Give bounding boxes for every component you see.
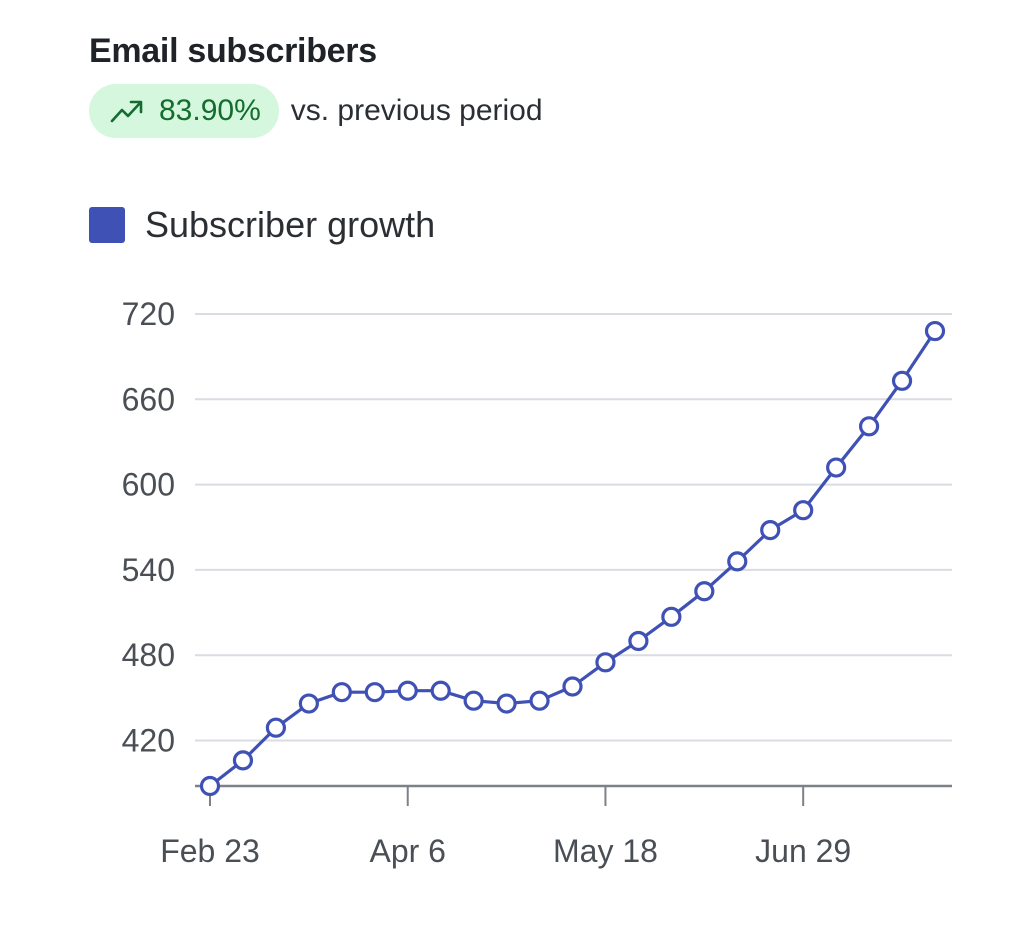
chart-legend[interactable]: Subscriber growth (89, 204, 435, 246)
data-point (331, 682, 352, 703)
chart-axes: 420 480 540 600 660 720 Feb 23 Apr 6 May 18 Jun 2… (122, 296, 952, 869)
data-point (595, 652, 616, 673)
data-point (661, 606, 682, 627)
change-comparison-label: vs. previous period (290, 94, 543, 127)
y-tick-label: 420 (122, 723, 175, 759)
x-tick-label: Jun 29 (755, 833, 851, 869)
data-point (496, 693, 517, 714)
legend-swatch (89, 207, 125, 243)
data-point (232, 750, 254, 771)
data-point (924, 320, 946, 342)
data-point (529, 690, 550, 711)
change-badge: 83.90% (89, 84, 279, 138)
data-point (430, 680, 451, 701)
data-point (562, 676, 583, 697)
data-point (826, 457, 847, 478)
data-point (463, 690, 484, 711)
x-tick-label: Apr 6 (369, 833, 445, 869)
data-point (199, 775, 221, 797)
data-point (760, 519, 781, 541)
data-point (793, 500, 814, 521)
change-percent: 83.90% (159, 94, 261, 127)
chart-grid (195, 313, 952, 742)
y-tick-label: 540 (122, 552, 175, 588)
trending-up-icon (110, 100, 143, 123)
x-tick-label: Feb 23 (160, 833, 260, 869)
data-point (727, 551, 748, 572)
card-title: Email subscribers (89, 32, 377, 70)
y-tick-label: 660 (122, 381, 175, 417)
data-point (858, 416, 880, 437)
chart-series (199, 320, 946, 797)
data-point (891, 370, 913, 391)
y-tick-label: 480 (122, 637, 175, 673)
data-point (364, 682, 385, 703)
data-point (694, 581, 715, 602)
data-point (628, 630, 649, 652)
legend-label-subscriber-growth: Subscriber growth (145, 204, 436, 245)
x-tick-label: May 18 (553, 833, 658, 869)
y-tick-label: 720 (122, 296, 175, 332)
data-point (397, 680, 418, 701)
y-tick-label: 600 (122, 467, 175, 503)
change-row: 83.90% vs. previous period (89, 84, 543, 138)
data-point (298, 693, 319, 714)
data-point (265, 717, 287, 738)
